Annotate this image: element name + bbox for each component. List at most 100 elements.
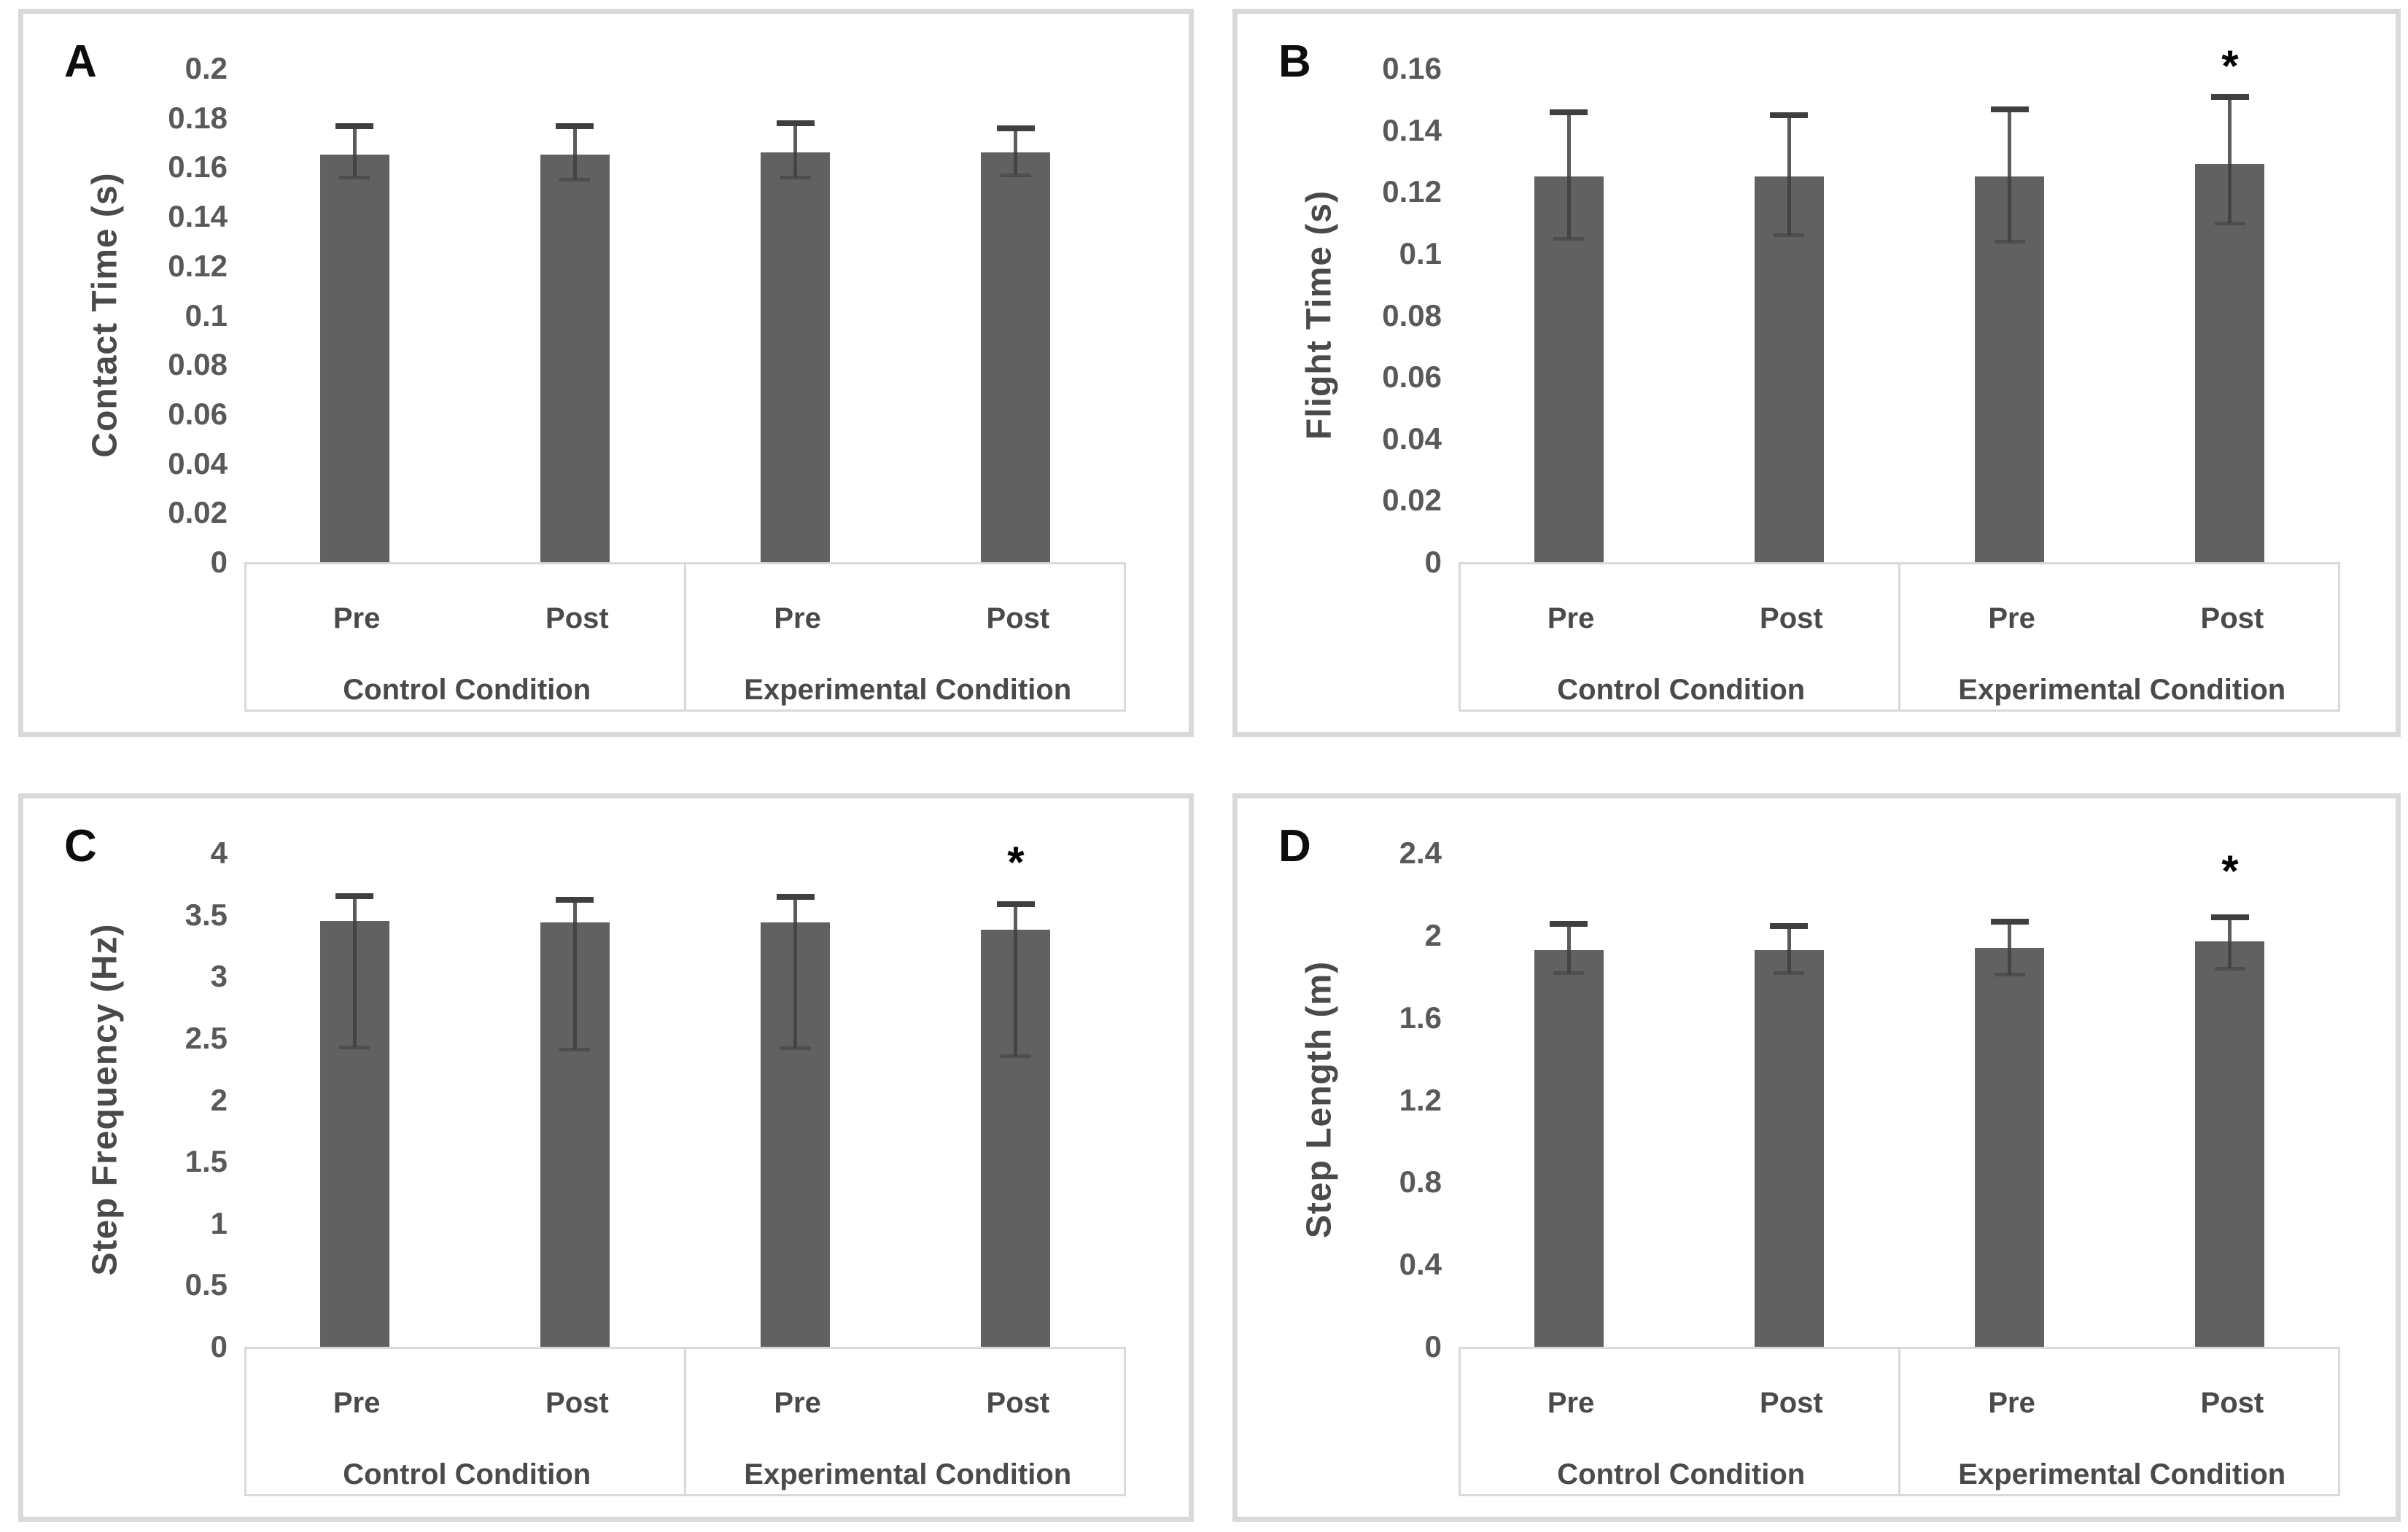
panel-b: B Flight Time (s) 0.16 0.14 0.12 0.1 0.08 0.0… <box>1232 9 2401 737</box>
error-bar-line <box>1014 903 1018 1056</box>
error-bar-line <box>352 125 357 177</box>
y-tick-label: 0.06 <box>168 396 228 431</box>
error-bar-top-cap <box>556 896 594 903</box>
group-divider <box>1898 564 1900 709</box>
error-bar-line <box>352 895 357 1047</box>
error-bar-bottom-cap <box>559 178 591 182</box>
bar-post-experimental <box>2195 164 2265 562</box>
category-label: Post <box>545 1387 609 1419</box>
error-bar-line <box>572 898 577 1050</box>
group-label: Control Condition <box>1557 674 1806 706</box>
category-label: Pre <box>774 602 821 634</box>
y-tick-label: 0.12 <box>168 248 228 283</box>
error-bar-line <box>2228 917 2232 968</box>
error-bar-bottom-cap <box>1553 236 1585 241</box>
error-bar-bottom-cap <box>1000 1054 1031 1058</box>
category-label: Post <box>986 1387 1050 1419</box>
error-bar-bottom-cap <box>1774 233 1805 238</box>
error-bar-bottom-cap <box>780 175 811 179</box>
error-bar-top-cap <box>996 901 1035 908</box>
x-axis-category-box: Pre Post Pre Post Control Condition Experimen… <box>244 562 1126 712</box>
error-bar-bottom-cap <box>780 1046 811 1051</box>
error-bar-line <box>1566 112 1571 238</box>
y-tick-label: 1 <box>210 1205 228 1240</box>
y-tick-label: 0.1 <box>185 298 228 333</box>
error-bar-top-cap <box>1550 109 1588 116</box>
category-label: Pre <box>1988 1387 2035 1419</box>
error-bar-top-cap <box>776 894 815 901</box>
x-axis-category-box: Pre Post Pre Post Control Condition Experimen… <box>244 1347 1126 1496</box>
error-bar-top-cap <box>1550 920 1588 927</box>
y-tick-label: 0 <box>210 545 228 579</box>
y-tick-label: 0.12 <box>1382 174 1442 209</box>
error-bar-bottom-cap <box>1000 173 1031 177</box>
y-tick-label: 1.2 <box>1399 1082 1442 1117</box>
bar-pre-control <box>1534 949 1604 1347</box>
y-tick-label: 0.14 <box>1382 112 1442 147</box>
bar-post-control <box>1754 949 1824 1347</box>
category-label: Pre <box>774 1387 821 1419</box>
y-tick-label: 2 <box>210 1082 228 1117</box>
category-label: Post <box>1760 602 1823 634</box>
panel-b-plot-area: 0.16 0.14 0.12 0.1 0.08 0.06 0.04 0.02 0 Pre Post P… <box>1382 14 2340 732</box>
y-tick-label: 0 <box>1424 545 1442 579</box>
error-bar-line <box>2008 109 2012 241</box>
category-label: Post <box>2200 602 2264 634</box>
panel-c: C Step Frequency (Hz) 4 3.5 3 2.5 2 1.5 1 0.5 0 P… <box>18 793 1194 1522</box>
error-bar-top-cap <box>2210 94 2249 101</box>
y-tick-label: 0.04 <box>168 446 228 481</box>
panel-b-letter: B <box>1278 36 1311 87</box>
error-bar-bottom-cap <box>559 1048 591 1052</box>
y-tick-label: 0.08 <box>168 347 228 382</box>
bar-post-control <box>540 155 610 562</box>
error-bar-bottom-cap <box>1774 971 1805 975</box>
panel-d-plot-area: 2.4 2 1.6 1.2 0.8 0.4 0 Pre Post Pre Post Control C… <box>1399 798 2340 1517</box>
y-tick-label: 0.2 <box>185 51 228 85</box>
error-bar-top-cap <box>1990 919 2029 925</box>
panel-a-plot-area: 0.2 0.18 0.16 0.14 0.12 0.1 0.08 0.06 0.04 0.02 0 P… <box>168 14 1126 732</box>
category-label: Pre <box>333 602 381 634</box>
error-bar-top-cap <box>335 893 374 899</box>
y-tick-label: 0.14 <box>168 199 228 234</box>
significance-asterisk: * <box>1007 838 1025 887</box>
error-bar-line <box>1566 922 1571 973</box>
error-bar-top-cap <box>2210 914 2249 921</box>
y-tick-label: 0.16 <box>1382 51 1442 85</box>
panel-a-letter: A <box>64 36 97 87</box>
group-label: Experimental Condition <box>1958 1458 2286 1490</box>
significance-asterisk: * <box>2221 846 2239 895</box>
error-bar-top-cap <box>556 123 594 129</box>
y-tick-label: 0.02 <box>1382 483 1442 518</box>
error-bar-line <box>1787 925 1791 973</box>
y-tick-label: 1.6 <box>1399 1000 1442 1035</box>
error-bar-line <box>1014 128 1018 175</box>
y-tick-label: 0.16 <box>168 149 228 184</box>
category-label: Post <box>1760 1387 1823 1419</box>
y-tick-label: 0.5 <box>185 1267 228 1302</box>
y-tick-label: 1.5 <box>185 1144 228 1179</box>
y-tick-label: 0 <box>210 1329 228 1364</box>
bar-post-experimental <box>2195 941 2265 1347</box>
panel-d-letter: D <box>1278 821 1311 871</box>
y-tick-label: 0.04 <box>1382 421 1442 456</box>
error-bar-line <box>1787 114 1791 236</box>
group-label: Control Condition <box>343 1458 591 1490</box>
group-label: Experimental Condition <box>1958 674 2286 706</box>
y-tick-label: 0.8 <box>1399 1164 1442 1199</box>
error-bar-bottom-cap <box>1553 971 1585 975</box>
error-bar-top-cap <box>335 123 374 129</box>
bar-pre-control <box>319 155 389 562</box>
panel-a: A Contact Time (s) 0.2 0.18 0.16 0.14 0.12 0.… <box>18 9 1194 737</box>
error-bar-bottom-cap <box>1994 973 2025 977</box>
y-tick-label: 4 <box>210 836 228 870</box>
y-tick-label: 2.4 <box>1399 836 1442 870</box>
category-label: Pre <box>333 1387 381 1419</box>
category-label: Post <box>986 602 1050 634</box>
error-bar-top-cap <box>1770 922 1809 929</box>
error-bar-bottom-cap <box>1994 239 2025 244</box>
y-tick-label: 3 <box>210 959 228 994</box>
group-label: Control Condition <box>343 674 591 706</box>
error-bar-top-cap <box>776 120 815 127</box>
x-axis-category-box: Pre Post Pre Post Control Condition Experimen… <box>1459 1347 2340 1496</box>
